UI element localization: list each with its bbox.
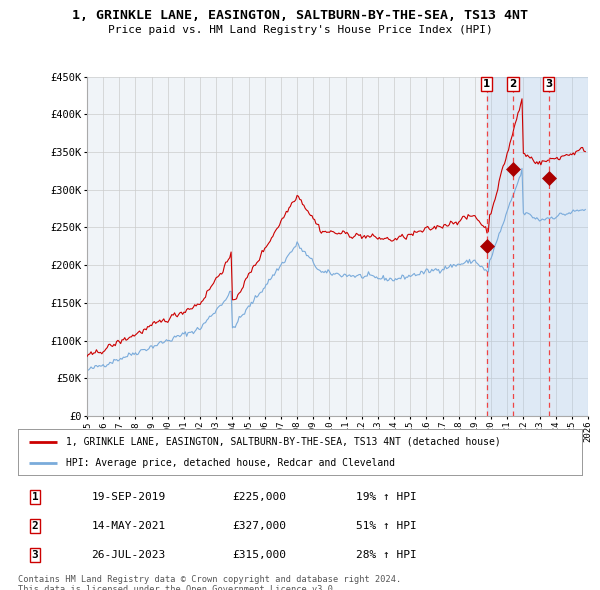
- Text: £327,000: £327,000: [232, 521, 286, 530]
- Text: 19% ↑ HPI: 19% ↑ HPI: [356, 492, 417, 502]
- Text: 1, GRINKLE LANE, EASINGTON, SALTBURN-BY-THE-SEA, TS13 4NT (detached house): 1, GRINKLE LANE, EASINGTON, SALTBURN-BY-…: [66, 437, 500, 447]
- Text: HPI: Average price, detached house, Redcar and Cleveland: HPI: Average price, detached house, Redc…: [66, 458, 395, 468]
- Text: Contains HM Land Registry data © Crown copyright and database right 2024.
This d: Contains HM Land Registry data © Crown c…: [18, 575, 401, 590]
- Text: 28% ↑ HPI: 28% ↑ HPI: [356, 549, 417, 559]
- Text: 14-MAY-2021: 14-MAY-2021: [91, 521, 166, 530]
- Text: 51% ↑ HPI: 51% ↑ HPI: [356, 521, 417, 530]
- Text: 3: 3: [32, 549, 38, 559]
- Text: 19-SEP-2019: 19-SEP-2019: [91, 492, 166, 502]
- Text: £225,000: £225,000: [232, 492, 286, 502]
- Text: 3: 3: [545, 79, 552, 89]
- Text: 1, GRINKLE LANE, EASINGTON, SALTBURN-BY-THE-SEA, TS13 4NT: 1, GRINKLE LANE, EASINGTON, SALTBURN-BY-…: [72, 9, 528, 22]
- Text: 1: 1: [32, 492, 38, 502]
- Text: 1: 1: [483, 79, 490, 89]
- Text: 26-JUL-2023: 26-JUL-2023: [91, 549, 166, 559]
- Text: 2: 2: [509, 79, 517, 89]
- Text: £315,000: £315,000: [232, 549, 286, 559]
- Bar: [487, 77, 588, 416]
- Text: 2: 2: [32, 521, 38, 530]
- Text: Price paid vs. HM Land Registry's House Price Index (HPI): Price paid vs. HM Land Registry's House …: [107, 25, 493, 35]
